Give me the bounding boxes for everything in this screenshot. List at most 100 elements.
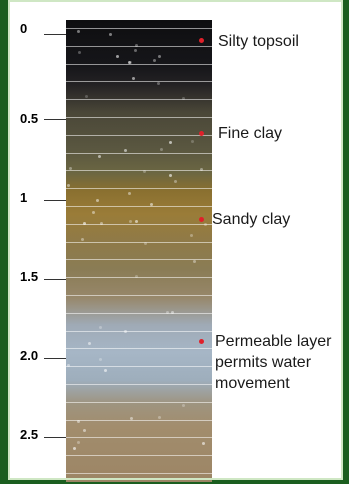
soil-speck: [191, 140, 194, 143]
soil-speck: [77, 441, 80, 444]
soil-grid-line: [66, 437, 212, 438]
silty-topsoil-marker: [199, 38, 204, 43]
soil-speck: [99, 326, 102, 329]
soil-speck: [144, 242, 147, 245]
depth-tick-label: 2.5: [20, 427, 39, 442]
layer-label-line: permits water: [215, 354, 312, 371]
soil-speck: [143, 170, 146, 173]
soil-speck: [109, 33, 112, 36]
soil-speck: [128, 192, 131, 195]
soil-grid-line: [66, 277, 212, 278]
soil-speck: [116, 55, 119, 58]
soil-grid-line: [66, 117, 212, 118]
soil-speck: [73, 447, 76, 450]
soil-grid-line: [66, 99, 212, 100]
soil-speck: [150, 203, 153, 206]
soil-speck: [124, 330, 127, 333]
soil-grid-line: [66, 331, 212, 332]
soil-speck: [158, 55, 161, 58]
soil-speck: [104, 369, 107, 372]
soil-grid-line: [66, 224, 212, 225]
soil-speck: [69, 167, 72, 170]
soil-grid-line: [66, 188, 212, 189]
soil-speck: [157, 82, 160, 85]
soil-speck: [124, 149, 127, 152]
soil-speck: [98, 155, 101, 158]
sandy-clay-marker: [199, 217, 204, 222]
soil-speck: [171, 311, 174, 314]
soil-speck: [134, 49, 137, 52]
soil-profile-column: [66, 20, 212, 482]
depth-tick-label: 0: [20, 21, 28, 36]
soil-grid-line: [66, 473, 212, 474]
soil-speck: [204, 223, 207, 226]
soil-speck: [132, 77, 135, 80]
soil-grid-line: [66, 46, 212, 47]
depth-tick-label: 1: [20, 190, 28, 205]
soil-speck: [190, 234, 193, 237]
soil-grid-line: [66, 366, 212, 367]
soil-speck: [135, 44, 138, 47]
soil-speck: [128, 61, 131, 64]
soil-grid-line: [66, 170, 212, 171]
soil-speck: [193, 260, 196, 263]
soil-grid-line: [66, 81, 212, 82]
soil-speck: [135, 275, 138, 278]
soil-speck: [169, 141, 172, 144]
soil-speck: [200, 168, 203, 171]
soil-speck: [129, 220, 132, 223]
depth-tick-label: 0.5: [20, 111, 39, 126]
permeable-layer-marker: [199, 339, 204, 344]
soil-speck: [158, 416, 161, 419]
soil-grid-line: [66, 384, 212, 385]
soil-speck: [135, 220, 138, 223]
soil-speck: [78, 51, 81, 54]
soil-grid-line: [66, 455, 212, 456]
soil-speck: [99, 358, 102, 361]
soil-grid-line: [66, 348, 212, 349]
depth-tick-label: 2.0: [20, 348, 39, 363]
layer-label-sandy-clay: Sandy clay: [212, 211, 291, 228]
soil-speck: [169, 174, 172, 177]
soil-speck: [67, 364, 70, 367]
soil-grid-line: [66, 259, 212, 260]
soil-speck: [83, 429, 86, 432]
depth-tick-mark: [44, 437, 66, 438]
depth-tick-mark: [44, 200, 66, 201]
soil-speck: [96, 199, 99, 202]
soil-speck: [174, 180, 177, 183]
soil-speck: [77, 30, 80, 33]
soil-speck: [130, 417, 133, 420]
soil-speck: [202, 442, 205, 445]
soil-grid-line: [66, 153, 212, 154]
soil-speck: [92, 211, 95, 214]
layer-label-line: Permeable layer: [215, 333, 332, 350]
soil-speck: [166, 311, 169, 314]
soil-grid-line: [66, 64, 212, 65]
soil-speck: [83, 222, 86, 225]
depth-tick-mark: [44, 34, 66, 35]
layer-label-fine-clay: Fine clay: [218, 125, 283, 142]
soil-grid-line: [66, 206, 212, 207]
soil-grid-line: [66, 295, 212, 296]
soil-speck: [67, 184, 70, 187]
soil-speck: [81, 238, 84, 241]
soil-speck: [88, 342, 91, 345]
depth-tick-mark: [44, 358, 66, 359]
soil-speck: [153, 59, 156, 62]
soil-grid-line: [66, 313, 212, 314]
layer-label-permeable-layer: Permeable layer permits water movement: [215, 331, 349, 394]
soil-grid-line: [66, 420, 212, 421]
soil-grid-line: [66, 402, 212, 403]
soil-speck: [100, 222, 103, 225]
layer-label-silty-topsoil: Silty topsoil: [218, 33, 299, 50]
layer-label-line: movement: [215, 375, 290, 392]
soil-grid-line: [66, 242, 212, 243]
soil-speck: [182, 97, 185, 100]
soil-speck: [85, 95, 88, 98]
depth-tick-label: 1.5: [20, 269, 39, 284]
depth-tick-mark: [44, 119, 66, 120]
soil-speck: [182, 404, 185, 407]
soil-grid-line: [66, 28, 212, 29]
